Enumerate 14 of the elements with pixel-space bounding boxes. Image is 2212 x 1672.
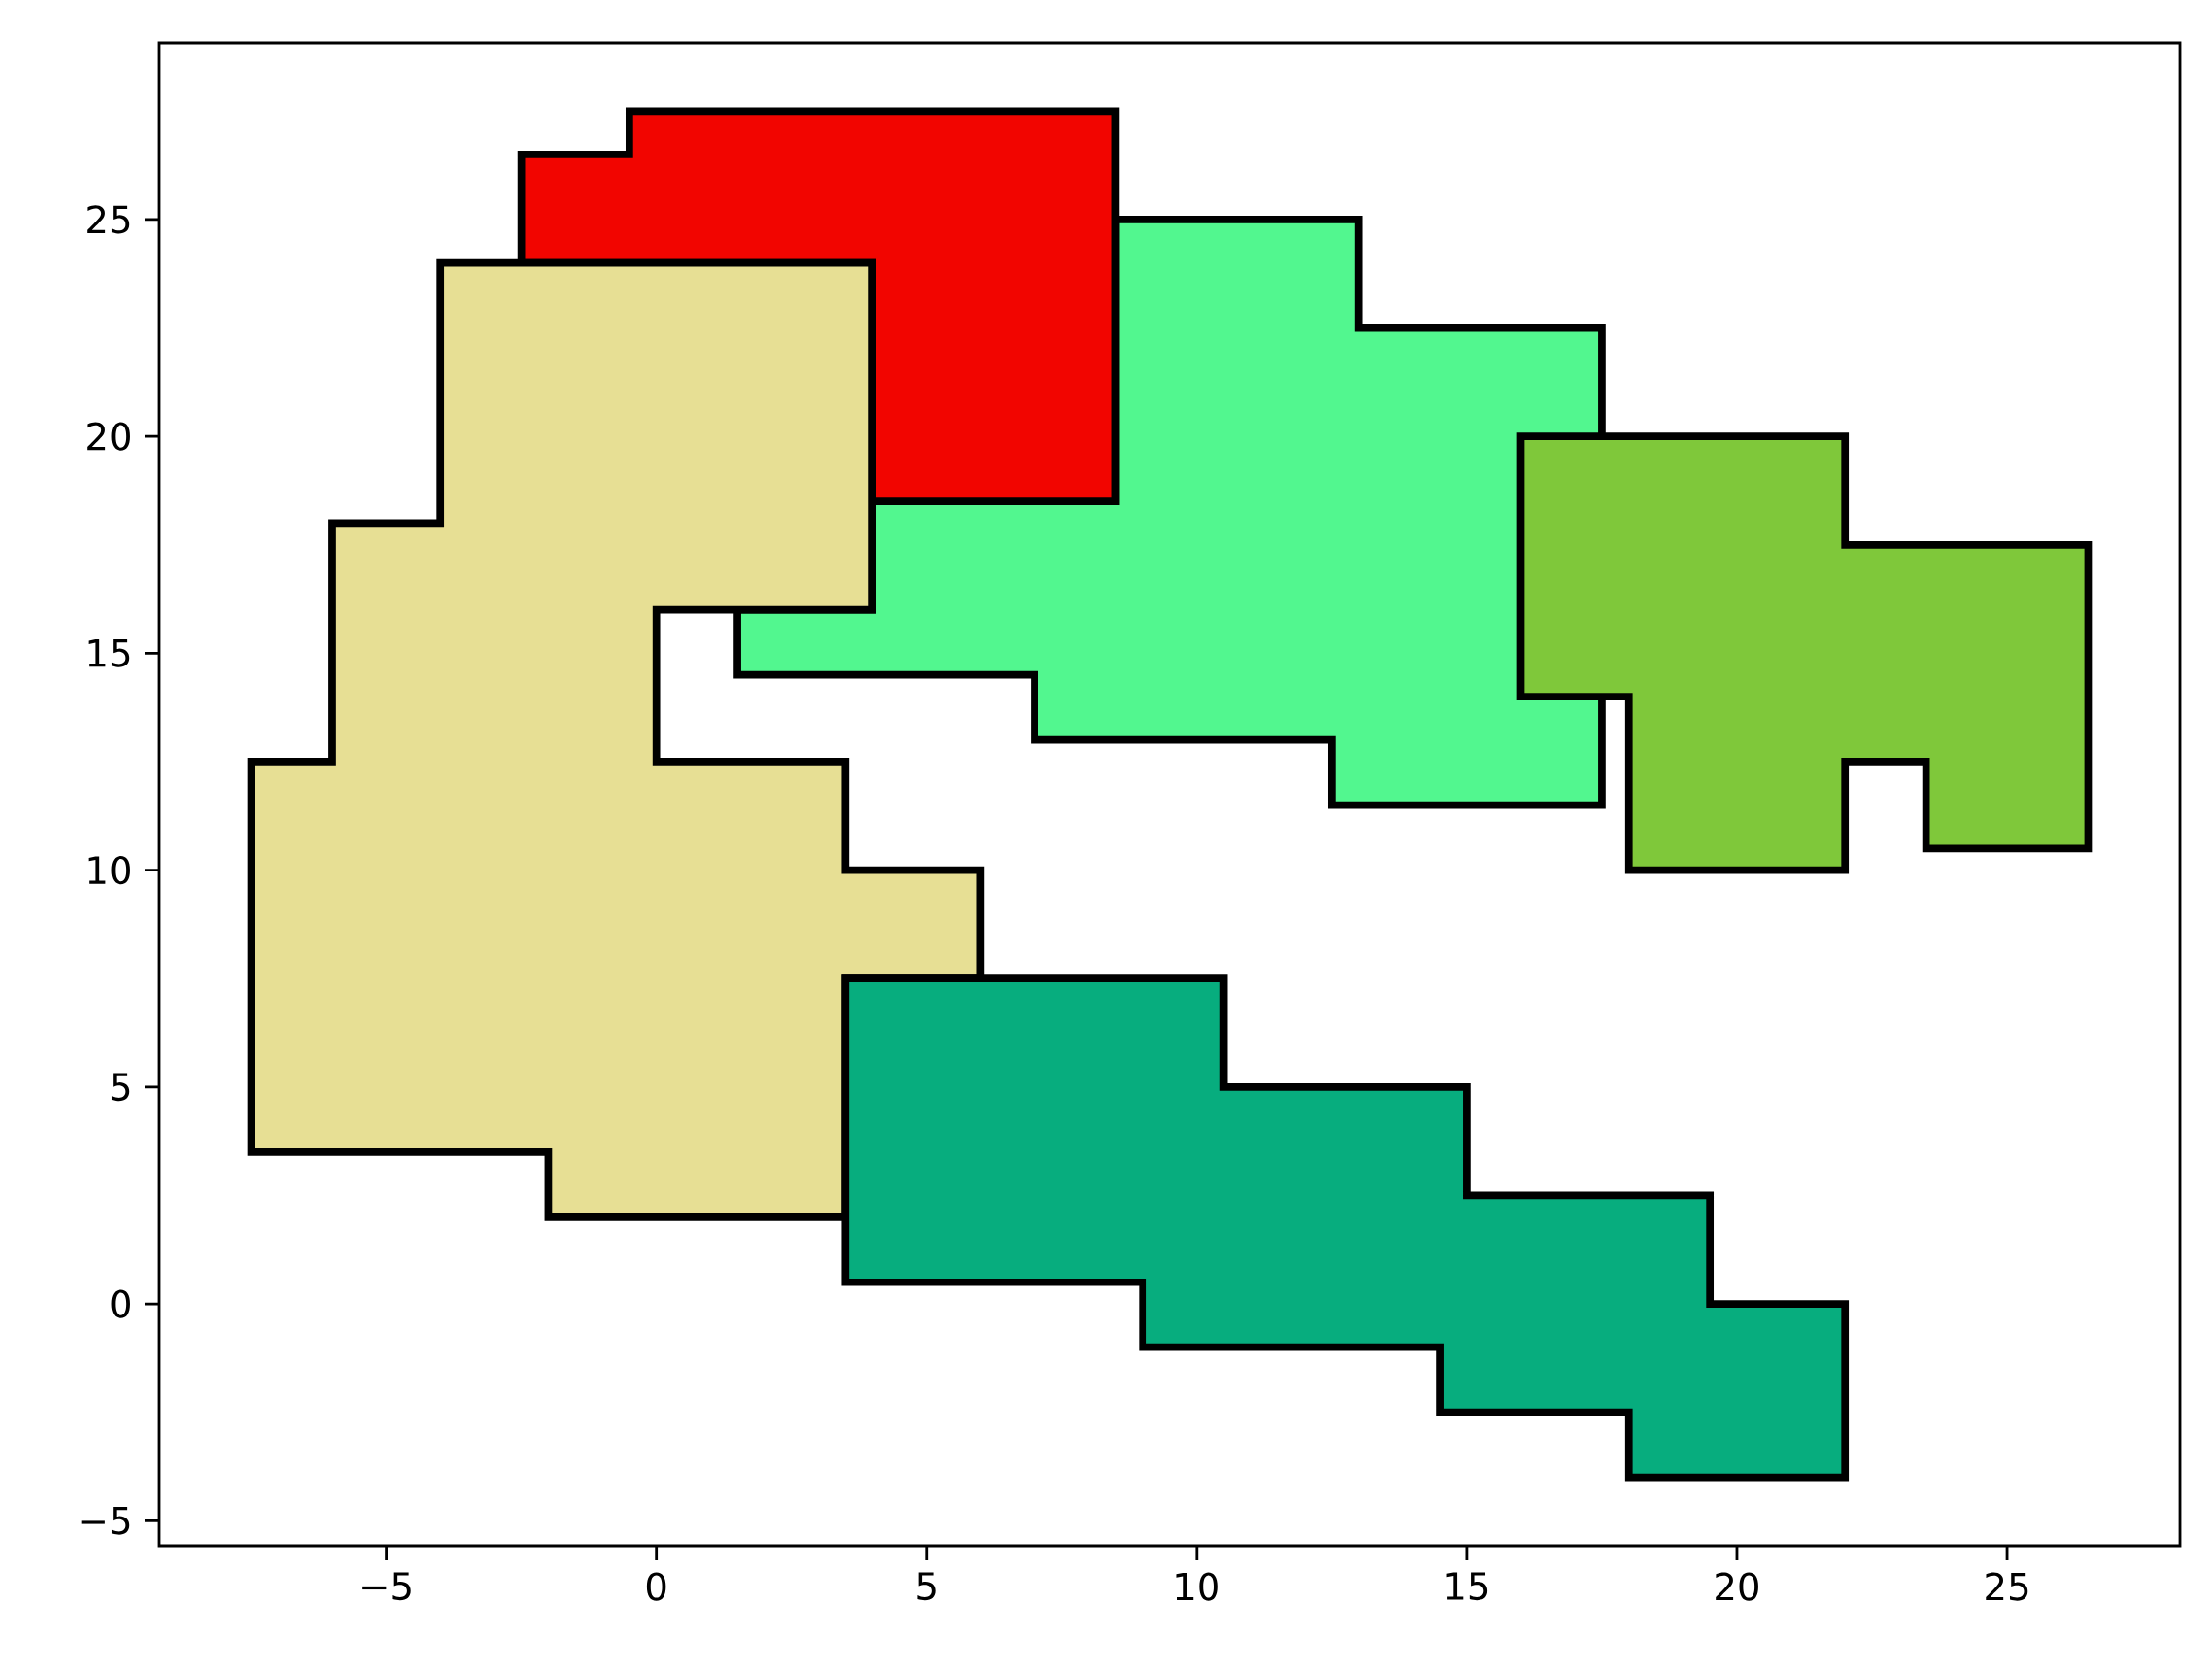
y-tick-label: 10 bbox=[88, 856, 130, 885]
x-tick-label: −5 bbox=[362, 1572, 411, 1601]
y-tick-label: 25 bbox=[87, 205, 130, 234]
x-tick-label: 20 bbox=[1716, 1572, 1758, 1601]
x-tick-label: 0 bbox=[646, 1572, 666, 1601]
y-tick-label: −5 bbox=[81, 1506, 130, 1535]
x-tick-label: 15 bbox=[1446, 1572, 1488, 1601]
x-tick-label: 10 bbox=[1176, 1572, 1218, 1601]
x-tick-label: 5 bbox=[917, 1572, 936, 1601]
x-tick-label: 25 bbox=[1986, 1572, 2028, 1601]
y-tick-label: 15 bbox=[88, 639, 130, 667]
y-tick-label: 0 bbox=[111, 1289, 130, 1318]
y-tick-label: 5 bbox=[111, 1073, 130, 1102]
y-tick-label: 20 bbox=[87, 422, 130, 451]
